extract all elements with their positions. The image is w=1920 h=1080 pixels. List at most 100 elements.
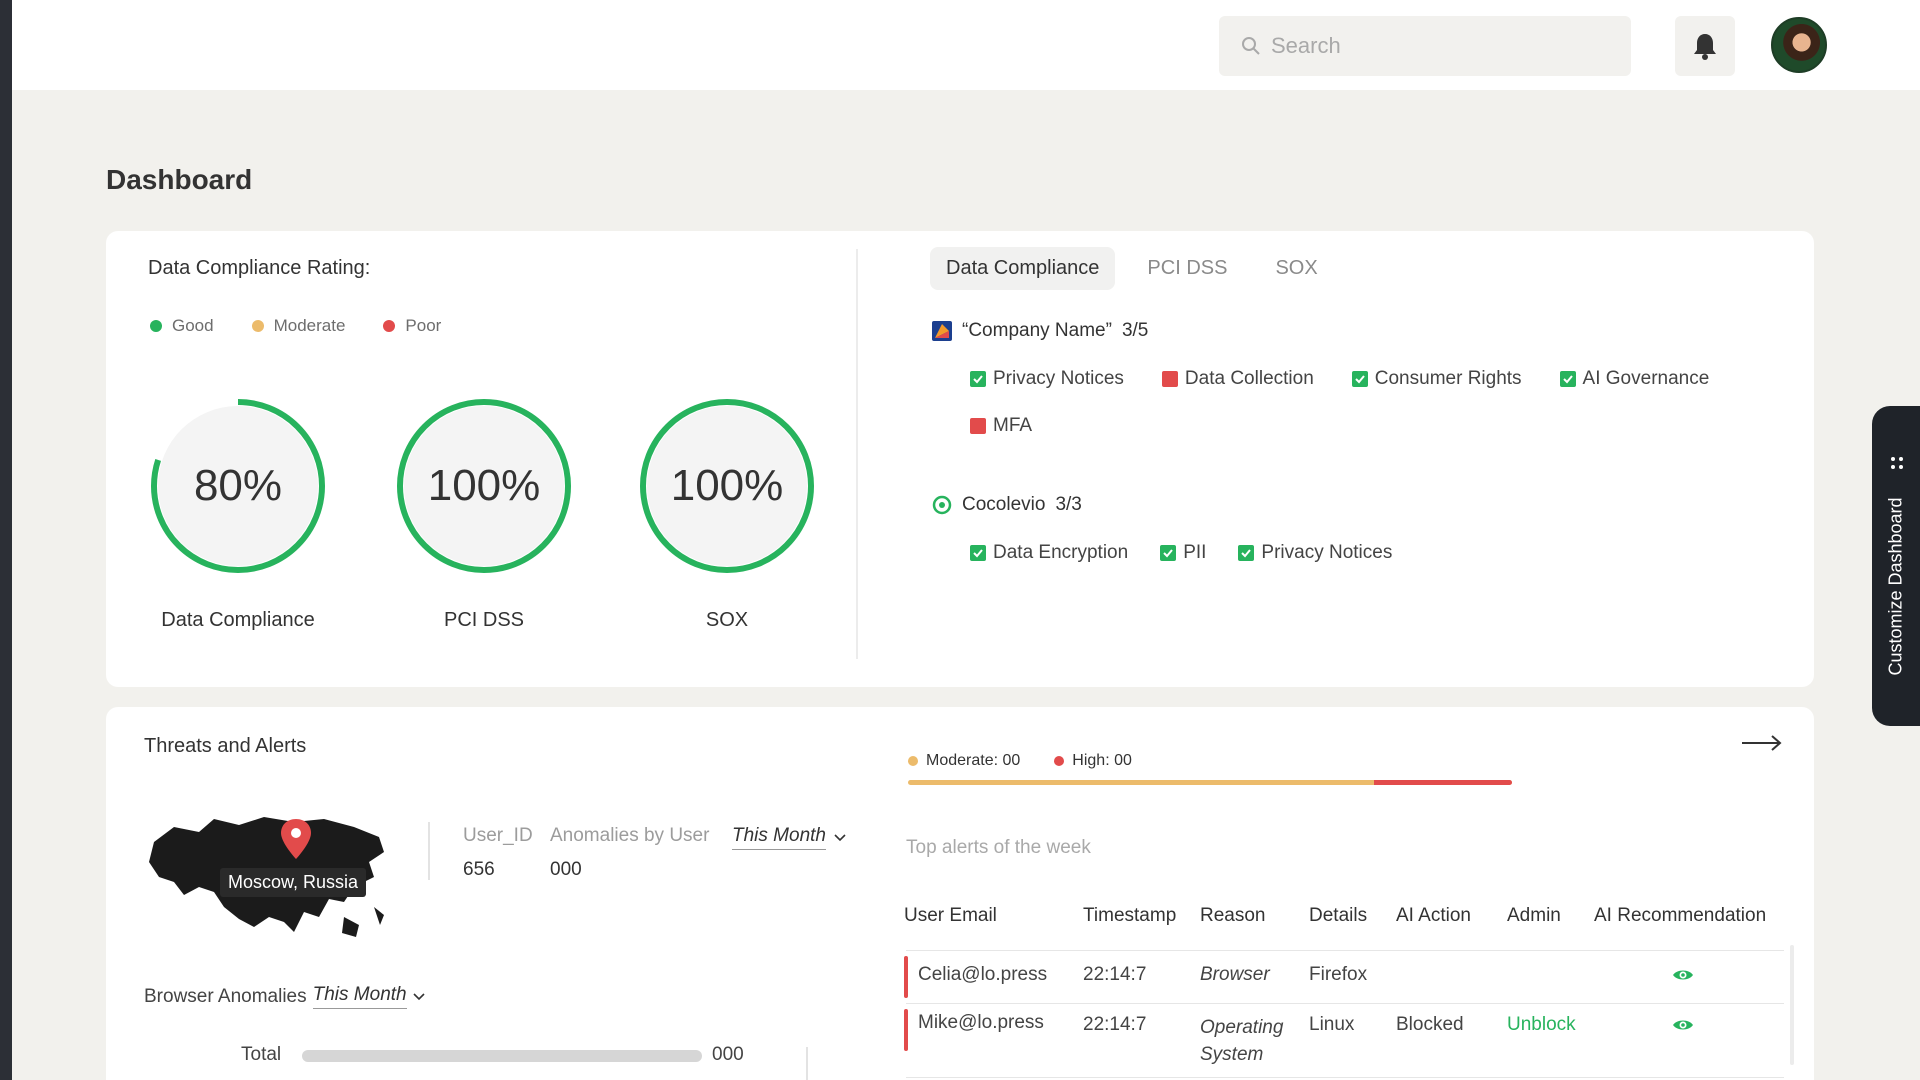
row-2-eye-icon[interactable] <box>1672 1018 1694 1032</box>
row-1-email: Celia@lo.press <box>918 964 1048 985</box>
pci-dss-value: 100% <box>428 461 541 510</box>
company-name: Cocolevio <box>962 494 1046 515</box>
top-alerts-label: Top alerts of the week <box>906 837 1091 858</box>
tab-sox[interactable]: SOX <box>1275 257 1318 279</box>
browser-period-select[interactable]: This Month <box>312 984 407 1009</box>
anomalies-value: 000 <box>550 859 582 880</box>
anomalies-by-user-header: Anomalies by User <box>550 825 710 846</box>
user-id-header: User_ID <box>463 825 533 846</box>
item-ai-governance: AI Governance <box>1559 368 1710 390</box>
anomalies-period-select[interactable]: This Month <box>732 825 846 850</box>
legend-good-label: Good <box>172 316 214 335</box>
col-user-email: User Email <box>904 905 997 926</box>
item-mfa: MFA <box>970 415 1032 437</box>
notifications-button[interactable] <box>1675 16 1735 76</box>
bell-icon <box>1694 34 1716 60</box>
company-score: 3/5 <box>1121 320 1149 341</box>
fail-square-icon <box>970 418 986 434</box>
item-privacy-notices: Privacy Notices <box>1238 542 1392 564</box>
legend-high: High: 00 <box>1054 752 1132 770</box>
sox-value: 100% <box>671 461 784 510</box>
cocolevio-logo-icon <box>932 495 952 515</box>
tab-data-compliance[interactable]: Data Compliance <box>930 247 1116 290</box>
col-timestamp: Timestamp <box>1083 905 1177 926</box>
high-dot-icon <box>1054 756 1065 766</box>
legend-poor-label: Poor <box>405 316 442 335</box>
check-icon <box>1559 371 1576 387</box>
map-location-label: Moscow, Russia <box>220 868 367 897</box>
company-items-row-1: Privacy Notices Data Collection Consumer… <box>970 368 1709 390</box>
pci-dss-label: PCI DSS <box>443 609 525 631</box>
legend-moderate-label: Moderate <box>273 316 346 335</box>
tab-pci-dss[interactable]: PCI DSS <box>1147 257 1228 279</box>
row-1-eye-icon[interactable] <box>1672 968 1694 982</box>
browser-anomalies-label: Browser Anomalies <box>144 985 307 1007</box>
fail-square-icon <box>1161 371 1178 387</box>
row-divider <box>906 1077 1784 1078</box>
anomalies-period-value: This Month <box>732 825 826 850</box>
legend-moderate: Moderate <box>251 316 346 336</box>
user-id-value: 656 <box>463 859 495 880</box>
item-label: Privacy Notices <box>993 368 1124 389</box>
company-items-row-2: MFA <box>970 415 1032 437</box>
item-pii: PII <box>1160 542 1206 564</box>
item-consumer-rights: Consumer Rights <box>1351 368 1522 390</box>
compliance-title: Data Compliance Rating: <box>148 257 371 279</box>
company-items-row-3: Data Encryption PII Privacy Notices <box>970 542 1392 564</box>
threats-title: Threats and Alerts <box>144 735 307 757</box>
row-1-reason: Browser <box>1200 964 1270 985</box>
compliance-legend: Good Moderate Poor <box>150 316 441 336</box>
company-row: Cocolevio 3/3 <box>932 494 1082 516</box>
row-divider <box>906 950 1784 951</box>
customize-dashboard-label: Customize Dashboard <box>1885 496 1906 676</box>
legend-good: Good <box>150 316 214 336</box>
item-label: AI Governance <box>1582 368 1710 389</box>
item-label: Data Encryption <box>993 542 1129 563</box>
sox-ring: 100% <box>640 399 814 573</box>
item-label: PII <box>1183 542 1207 563</box>
moderate-count: Moderate: 00 <box>926 752 1021 769</box>
item-data-encryption: Data Encryption <box>970 542 1128 564</box>
item-label: Consumer Rights <box>1374 368 1522 389</box>
compliance-card: Data Compliance Rating: Good Moderate Po… <box>106 231 1814 687</box>
table-scrollbar[interactable] <box>1790 945 1794 1065</box>
legend-poor: Poor <box>383 316 441 336</box>
browser-anomalies-row: Browser Anomalies This Month <box>144 984 425 1009</box>
sox-label: SOX <box>705 609 749 631</box>
row-severity-marker <box>904 1009 908 1051</box>
divider <box>428 822 430 880</box>
item-label: Privacy Notices <box>1261 542 1393 563</box>
search-placeholder: Search <box>1271 33 1341 58</box>
row-1-details: Firefox <box>1309 964 1368 985</box>
col-reason: Reason <box>1200 905 1266 926</box>
location-pin-icon <box>281 819 311 859</box>
threats-card: Threats and Alerts Moscow, Russia User_I… <box>106 707 1814 1080</box>
severity-legend: Moderate: 00 High: 00 <box>908 752 1132 770</box>
poor-dot-icon <box>383 320 396 332</box>
data-compliance-label: Data Compliance <box>161 609 315 631</box>
severity-bar <box>908 780 1512 785</box>
check-icon <box>970 545 986 561</box>
search-input[interactable]: Search <box>1219 16 1631 76</box>
moderate-dot-icon <box>908 756 918 766</box>
arrow-right-icon[interactable] <box>1740 733 1784 753</box>
item-data-collection: Data Collection <box>1161 368 1314 390</box>
col-details: Details <box>1309 905 1368 926</box>
chevron-down-icon <box>413 992 425 1000</box>
page-title: Dashboard <box>106 164 253 195</box>
row-2-reason: Operating System <box>1200 1017 1284 1065</box>
check-icon <box>1160 545 1177 561</box>
left-rail <box>0 0 12 1080</box>
data-compliance-value: 80% <box>194 461 282 510</box>
row-2-unblock-link[interactable]: Unblock <box>1507 1014 1576 1035</box>
row-2-ai-action: Blocked <box>1396 1014 1464 1035</box>
row-1-timestamp: 22:14:7 <box>1083 964 1147 985</box>
col-ai-recommendation: AI Recommendation <box>1594 905 1767 926</box>
row-2-details: Linux <box>1309 1014 1355 1035</box>
avatar[interactable] <box>1771 17 1827 73</box>
customize-dashboard-tab[interactable]: Customize Dashboard <box>1872 406 1920 726</box>
row-2-timestamp: 22:14:7 <box>1083 1014 1147 1035</box>
company-score: 3/3 <box>1055 494 1082 515</box>
drag-handle-icon <box>1891 457 1903 469</box>
col-admin: Admin <box>1507 905 1561 926</box>
